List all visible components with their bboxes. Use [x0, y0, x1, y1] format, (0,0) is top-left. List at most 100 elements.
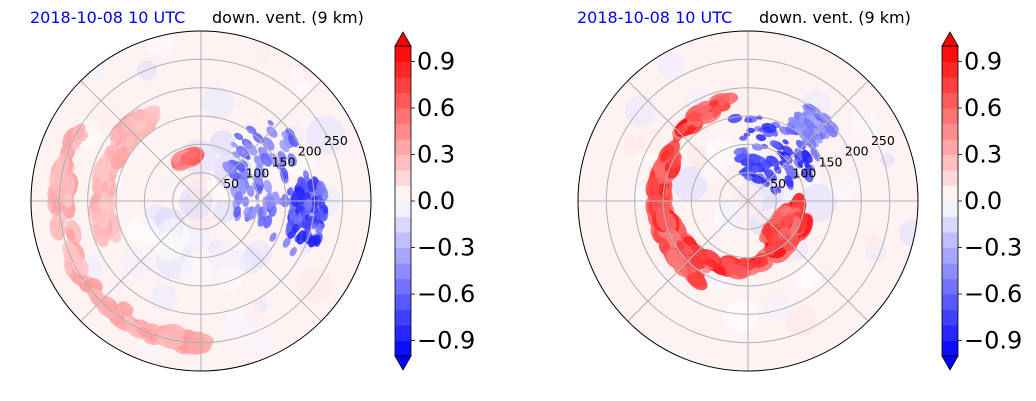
field-cell	[233, 206, 241, 218]
field-cell	[93, 159, 106, 177]
field-cell	[645, 176, 660, 200]
colorbar-segment	[395, 201, 411, 218]
field-cell	[321, 213, 327, 222]
angular-grid-line	[80, 80, 202, 202]
field-cell	[265, 193, 275, 208]
radial-tick-label: 100	[792, 165, 816, 180]
field-cell	[236, 178, 247, 194]
field-cell	[761, 161, 771, 169]
field-speck	[239, 248, 265, 274]
colorbar-segment	[942, 170, 958, 187]
field-speck	[899, 220, 918, 246]
field-speck	[154, 231, 184, 261]
field-speck	[849, 107, 881, 140]
colorbar-tick-label: 0.9	[417, 48, 455, 76]
radial-tick-label: 200	[845, 144, 869, 159]
field-cell	[253, 171, 264, 186]
colorbar-segment	[942, 325, 958, 342]
colorbar-segment	[942, 123, 958, 140]
field-speck	[623, 135, 645, 157]
field-cell	[257, 215, 266, 227]
colorbar-segment	[395, 278, 411, 295]
angular-grid-line	[627, 200, 749, 322]
field-cell	[690, 255, 705, 270]
field-cell	[725, 264, 750, 280]
field-speck	[601, 206, 624, 229]
field-cell	[286, 224, 292, 233]
field-cell	[282, 237, 291, 248]
colorbar-tick-label: 0.3	[964, 141, 1002, 169]
field-cell	[655, 206, 672, 232]
field-cell	[66, 228, 76, 242]
radial-tick-label: 50	[770, 176, 786, 191]
angular-grid-line	[627, 80, 749, 202]
field-speck	[283, 145, 315, 177]
field-cell	[815, 136, 823, 144]
colorbar-segment	[942, 92, 958, 109]
chart-panel-right: 50 100 150 200 250 2018-10-08 10 UTC down. ven…	[547, 0, 1036, 401]
field-cell	[70, 271, 82, 286]
field-cell	[124, 136, 135, 148]
radial-tick-label: 250	[871, 133, 895, 148]
field-cell	[801, 150, 813, 164]
field-layer	[578, 51, 918, 337]
field-cell	[782, 139, 789, 145]
colorbar-segment	[942, 201, 958, 218]
field-cell	[184, 149, 199, 159]
field-speck	[180, 255, 214, 289]
field-cell	[812, 127, 821, 135]
radial-tick-label: 200	[298, 144, 322, 159]
colorbar-segment	[942, 216, 958, 233]
field-cell	[797, 161, 804, 168]
field-speck	[210, 130, 235, 155]
colorbar-extend-max	[941, 31, 959, 47]
colorbar-tick-label: 0.0	[964, 187, 1002, 215]
field-cell	[246, 184, 255, 197]
field-cell	[772, 211, 784, 225]
colorbar-segment	[942, 340, 958, 357]
colorbar-segment	[942, 46, 958, 63]
field-cell	[234, 132, 244, 141]
colorbar: 0.9 0.6 0.3 0.0 −0.3 −0.6 −0.9	[394, 31, 475, 371]
colorbar-segment	[942, 185, 958, 202]
field-cell	[660, 150, 670, 162]
colorbar-segment	[395, 139, 411, 156]
colorbar-tick-label: 0.0	[417, 187, 455, 215]
field-cell	[695, 100, 713, 114]
field-cell	[288, 134, 299, 148]
field-speck	[306, 115, 346, 155]
colorbar-extend-max	[394, 31, 412, 47]
field-cell	[261, 136, 275, 151]
field-cell	[676, 240, 685, 250]
colorbar-segment	[942, 139, 958, 156]
chart-title-time: 2018-10-08 10 UTC	[577, 8, 732, 27]
field-cell	[241, 150, 247, 156]
field-cell	[279, 167, 289, 180]
field-cell	[687, 274, 708, 291]
field-cell	[247, 206, 257, 221]
field-cell	[235, 190, 243, 203]
field-cell	[289, 246, 297, 257]
colorbar-segment	[395, 263, 411, 280]
colorbar-segment	[395, 309, 411, 326]
field-cell	[281, 131, 289, 140]
angular-grid-line	[747, 80, 869, 202]
polar-frame	[577, 30, 919, 372]
field-cell	[290, 193, 300, 207]
field-cell	[163, 323, 186, 339]
field-cell	[308, 235, 317, 248]
colorbar-segment	[395, 340, 411, 357]
field-cell	[260, 153, 272, 167]
colorbar: 0.9 0.6 0.3 0.0 −0.3 −0.6 −0.9	[941, 31, 1022, 371]
colorbar-tick-label: 0.9	[964, 48, 1002, 76]
field-cell	[99, 195, 110, 212]
field-cell	[291, 211, 297, 220]
colorbar-segment	[395, 61, 411, 78]
field-speck	[246, 306, 264, 324]
field-cell	[802, 118, 815, 129]
colorbar-segment	[395, 154, 411, 171]
field-cell	[269, 232, 277, 242]
field-cell	[266, 187, 272, 196]
field-speck	[179, 105, 211, 137]
field-speck	[703, 224, 717, 238]
